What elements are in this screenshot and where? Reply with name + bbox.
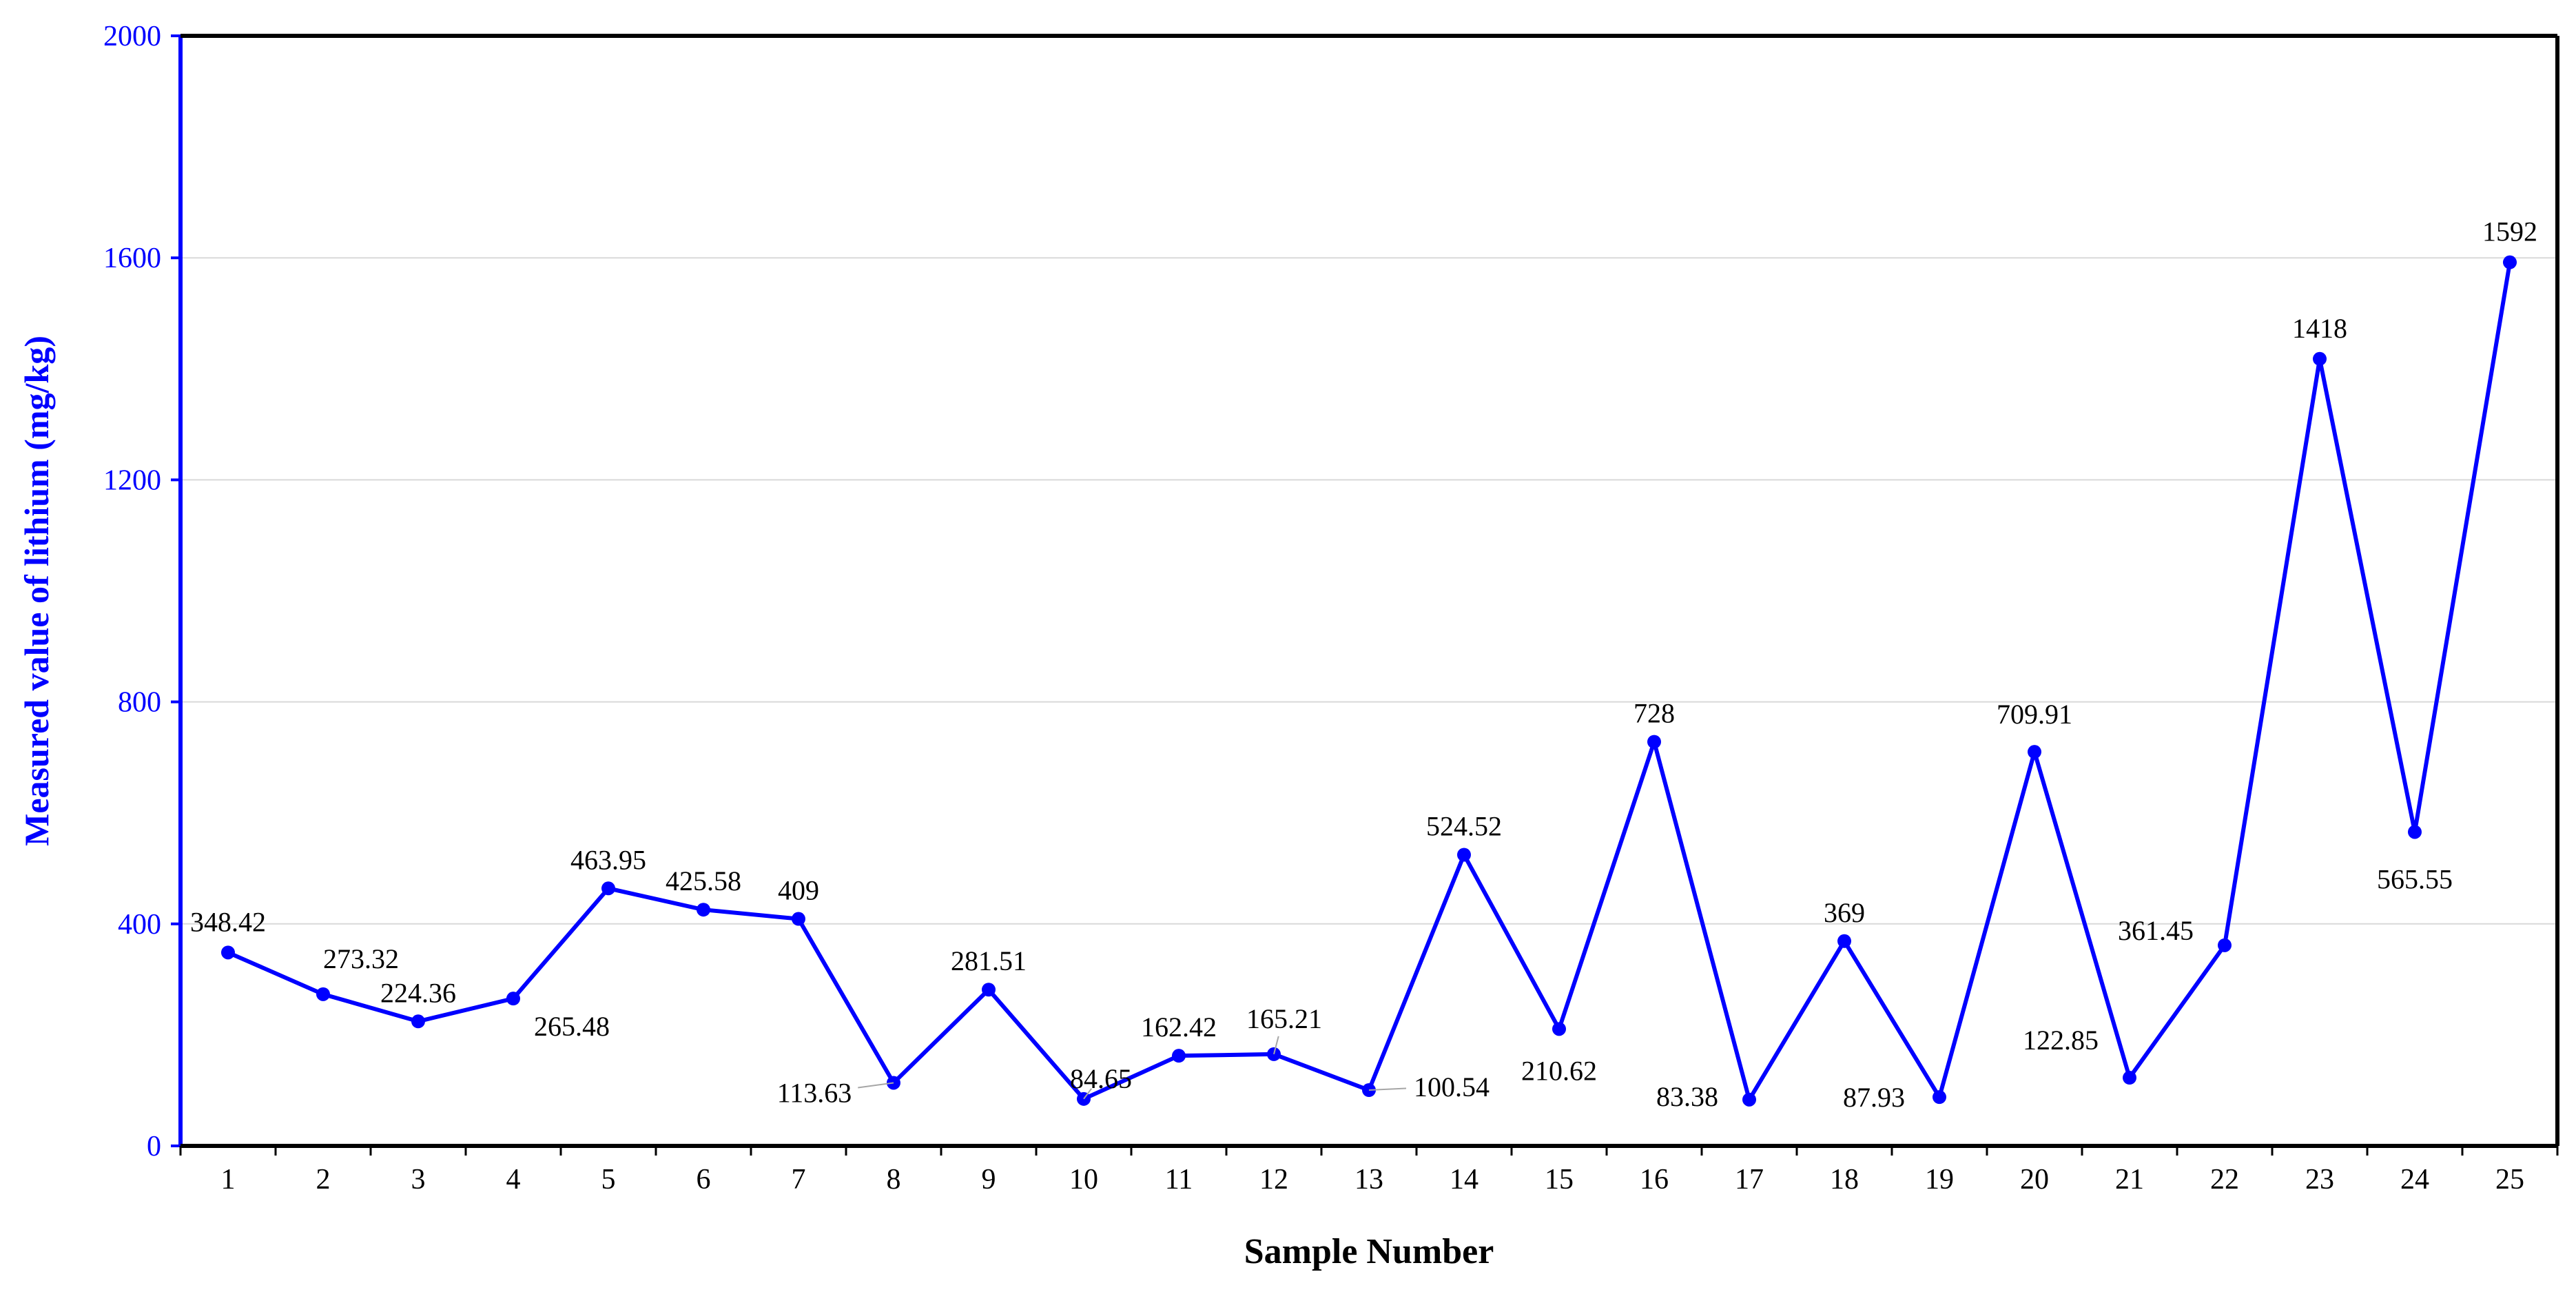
y-tick-label: 400 bbox=[118, 909, 161, 941]
x-tick-label: 4 bbox=[506, 1164, 521, 1196]
data-label: 122.85 bbox=[2023, 1025, 2099, 1056]
x-tick-label: 12 bbox=[1259, 1164, 1288, 1196]
x-tick-label: 20 bbox=[2020, 1164, 2049, 1196]
data-label: 1592 bbox=[2482, 216, 2537, 247]
x-tick-label: 18 bbox=[1830, 1164, 1859, 1196]
data-point bbox=[1172, 1049, 1186, 1063]
x-tick-label: 10 bbox=[1069, 1164, 1098, 1196]
data-point bbox=[1457, 848, 1471, 862]
x-tick-label: 22 bbox=[2210, 1164, 2239, 1196]
x-tick-label: 17 bbox=[1735, 1164, 1764, 1196]
axes bbox=[178, 34, 2559, 1148]
y-tick-label: 1200 bbox=[103, 464, 161, 496]
x-tick-label: 5 bbox=[601, 1164, 616, 1196]
data-point bbox=[1933, 1090, 1946, 1105]
label-leader-line bbox=[1273, 1036, 1279, 1055]
data-label: 524.52 bbox=[1426, 810, 1502, 841]
x-tick-label: 13 bbox=[1354, 1164, 1383, 1196]
data-point bbox=[411, 1014, 425, 1029]
data-label: 369 bbox=[1824, 897, 1865, 928]
data-label: 113.63 bbox=[777, 1077, 852, 1108]
x-tick-label: 7 bbox=[792, 1164, 806, 1196]
data-point bbox=[1552, 1022, 1566, 1036]
x-tick-label: 19 bbox=[1925, 1164, 1954, 1196]
data-point bbox=[792, 912, 805, 926]
y-axis-title: Measured value of lithium (mg/kg) bbox=[17, 336, 56, 846]
x-tick-label: 3 bbox=[411, 1164, 426, 1196]
x-tick-label: 23 bbox=[2305, 1164, 2334, 1196]
x-tick-label: 25 bbox=[2495, 1164, 2524, 1196]
x-tick-label: 1 bbox=[221, 1164, 236, 1196]
y-tick-label: 0 bbox=[147, 1131, 161, 1162]
data-label: 409 bbox=[778, 875, 819, 906]
data-point bbox=[1647, 735, 1661, 749]
x-tick-label: 9 bbox=[982, 1164, 996, 1196]
data-label: 265.48 bbox=[534, 1011, 610, 1042]
x-tick-label: 15 bbox=[1545, 1164, 1574, 1196]
series-line-layer bbox=[221, 255, 2517, 1107]
y-tick-label: 800 bbox=[118, 687, 161, 719]
data-label: 565.55 bbox=[2377, 863, 2453, 894]
y-tick-label: 2000 bbox=[103, 21, 161, 52]
data-label: 348.42 bbox=[190, 906, 266, 937]
data-label: 425.58 bbox=[666, 865, 741, 896]
data-label: 224.36 bbox=[380, 977, 456, 1008]
label-leader-line bbox=[1083, 1088, 1093, 1100]
data-label: 100.54 bbox=[1414, 1071, 1490, 1102]
data-point bbox=[2313, 351, 2327, 366]
x-tick-label: 14 bbox=[1450, 1164, 1478, 1196]
data-point bbox=[316, 987, 330, 1001]
data-point bbox=[2218, 938, 2232, 952]
x-tick-label: 21 bbox=[2115, 1164, 2144, 1196]
data-label: 87.93 bbox=[1843, 1082, 1905, 1113]
x-tick-label: 16 bbox=[1640, 1164, 1669, 1196]
x-tick-label: 8 bbox=[887, 1164, 901, 1196]
data-point bbox=[601, 881, 615, 896]
y-tick-label: 1600 bbox=[103, 243, 161, 274]
data-label: 162.42 bbox=[1141, 1012, 1217, 1043]
data-point bbox=[1742, 1092, 1756, 1107]
data-label: 210.62 bbox=[1521, 1055, 1597, 1086]
data-label: 281.51 bbox=[951, 945, 1027, 976]
series-line bbox=[227, 262, 2512, 1102]
data-point bbox=[2028, 745, 2041, 759]
gridlines bbox=[181, 257, 2557, 925]
data-label: 273.32 bbox=[323, 943, 399, 974]
data-point bbox=[2408, 825, 2422, 839]
data-point bbox=[2123, 1071, 2136, 1085]
data-label: 83.38 bbox=[1656, 1081, 1718, 1112]
data-label: 1418 bbox=[2292, 313, 2347, 344]
data-label: 709.91 bbox=[1997, 699, 2072, 730]
data-point bbox=[982, 983, 996, 997]
data-label: 728 bbox=[1634, 698, 1675, 729]
data-point bbox=[506, 992, 520, 1006]
label-leader-line bbox=[1368, 1087, 1407, 1091]
data-point bbox=[697, 903, 710, 917]
data-label: 84.65 bbox=[1070, 1063, 1132, 1094]
x-axis-title: Sample Number bbox=[1244, 1232, 1494, 1271]
data-point bbox=[1837, 934, 1851, 948]
data-label: 463.95 bbox=[570, 844, 646, 875]
x-tick-label: 2 bbox=[316, 1164, 331, 1196]
data-point bbox=[221, 945, 235, 960]
x-tick-label: 6 bbox=[697, 1164, 711, 1196]
x-tick-label: 11 bbox=[1165, 1164, 1193, 1196]
data-point bbox=[2503, 255, 2517, 269]
x-tick-label: 24 bbox=[2400, 1164, 2429, 1196]
data-label: 361.45 bbox=[2118, 915, 2194, 946]
label-leader-line bbox=[858, 1082, 894, 1089]
data-label: 165.21 bbox=[1246, 1003, 1322, 1034]
